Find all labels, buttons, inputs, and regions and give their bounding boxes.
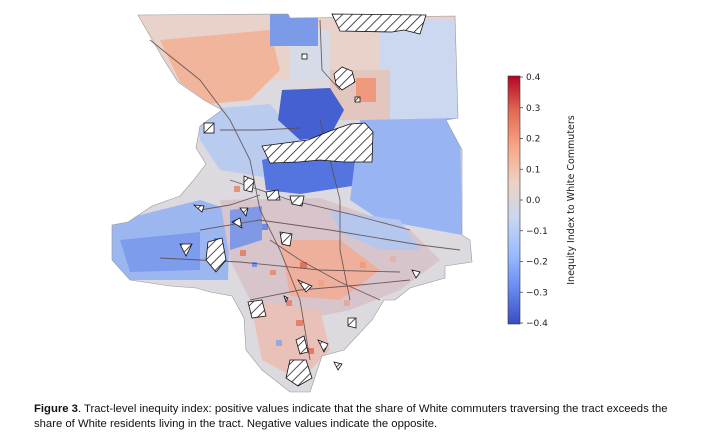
caption-label: Figure 3 [34, 403, 78, 415]
county-map [111, 13, 473, 393]
colorbar: 0.4 0.3 0.2 0.1 0.0 −0.1 −0.2 −0.3 −0.4 Inequity… [507, 73, 577, 329]
colorbar-label: Inequity Index to White Commuters [566, 115, 577, 285]
colorbar-tick-label: −0.2 [526, 258, 548, 268]
no-data-areas [179, 13, 427, 387]
colorbar-tick-label: 0.3 [526, 104, 540, 114]
colorbar-tick-label: −0.1 [526, 227, 548, 237]
colorbar-gradient [507, 75, 521, 325]
colorbar-tick-label: 0.0 [526, 196, 541, 206]
figure-caption: Figure 3. Tract-level inequity index: po… [34, 402, 674, 432]
colorbar-tick-label: −0.3 [526, 288, 548, 298]
colorbar-tick-label: 0.4 [526, 73, 541, 83]
colorbar-tick-label: −0.4 [526, 319, 548, 329]
caption-text: . Tract-level inequity index: positive v… [34, 403, 668, 430]
colorbar-ticks: 0.4 0.3 0.2 0.1 0.0 −0.1 −0.2 −0.3 −0.4 [520, 73, 548, 329]
colorbar-tick-label: 0.1 [526, 165, 540, 175]
colorbar-tick-label: 0.2 [526, 135, 540, 145]
